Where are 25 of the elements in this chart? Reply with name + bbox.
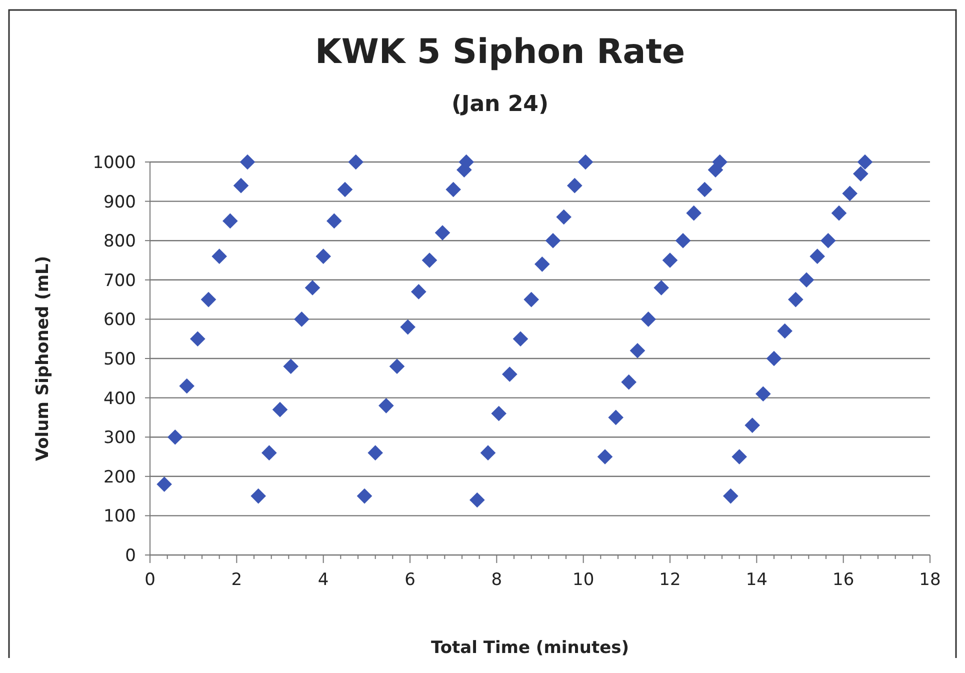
y-tick-label: 100 (104, 506, 136, 527)
x-tick-label: 8 (491, 570, 502, 590)
x-tick-label: 16 (832, 570, 854, 590)
y-tick-label: 1000 (92, 152, 136, 173)
x-tick-label: 18 (919, 570, 941, 590)
x-tick-label: 4 (318, 570, 329, 590)
y-tick-label: 500 (104, 349, 136, 370)
x-tick-label: 10 (572, 570, 594, 590)
chart-title: KWK 5 Siphon Rate (314, 32, 686, 72)
x-tick-label: 6 (404, 570, 416, 590)
chart-subtitle: (Jan 24) (451, 92, 549, 117)
y-tick-label: 200 (104, 467, 136, 488)
y-tick-label: 0 (125, 546, 136, 566)
x-tick-label: 14 (746, 570, 768, 590)
y-tick-label: 900 (104, 192, 136, 212)
y-axis-title: Volum Siphoned (mL) (33, 256, 53, 462)
y-tick-label: 400 (104, 388, 136, 409)
y-tick-label: 700 (104, 270, 136, 291)
x-tick-label: 2 (231, 570, 242, 590)
y-tick-label: 800 (104, 232, 136, 252)
x-tick-label: 12 (659, 570, 681, 590)
x-axis-title: Total Time (minutes) (430, 638, 630, 658)
x-tick-label: 0 (144, 570, 156, 590)
y-tick-label: 600 (104, 310, 136, 330)
y-tick-label: 300 (104, 428, 136, 448)
